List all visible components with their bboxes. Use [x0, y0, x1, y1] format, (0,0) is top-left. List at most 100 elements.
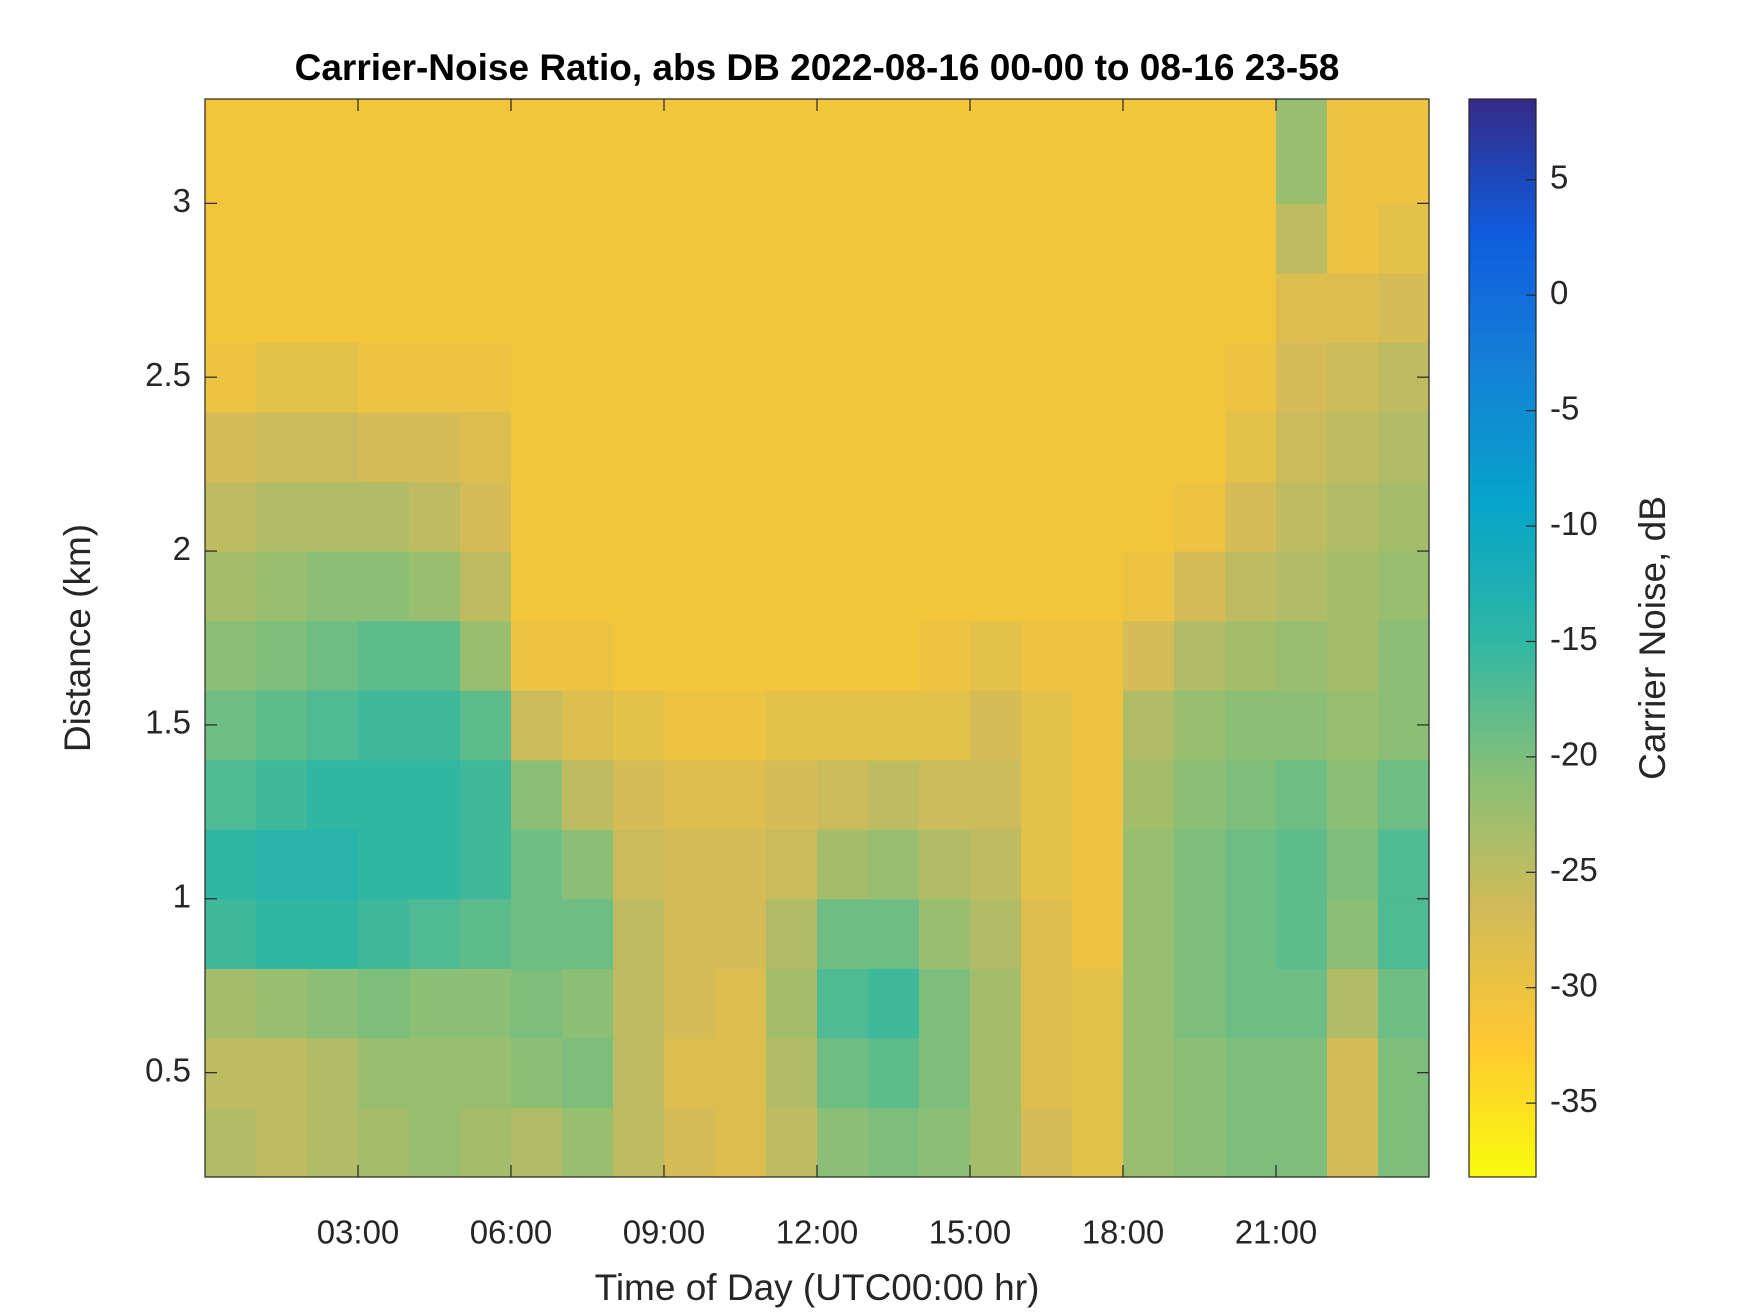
heatmap-cell — [664, 620, 716, 691]
heatmap-cell — [1378, 898, 1430, 969]
heatmap-cell — [205, 968, 257, 1039]
heatmap-cell — [868, 99, 920, 204]
heatmap-cell — [1174, 272, 1226, 344]
heatmap-cell — [919, 620, 971, 691]
heatmap-cell — [1021, 829, 1073, 900]
heatmap-cell — [715, 620, 767, 691]
heatmap-cell — [664, 898, 716, 969]
heatmap-cell — [358, 272, 410, 344]
heatmap-cell — [460, 759, 512, 830]
heatmap-cell — [1174, 481, 1226, 552]
heatmap-cell — [1276, 1107, 1328, 1178]
heatmap-cell — [1276, 829, 1328, 900]
heatmap-cell — [613, 99, 665, 204]
heatmap-cell — [817, 203, 869, 274]
heatmap-cell — [1225, 481, 1277, 552]
heatmap-cell — [1072, 203, 1124, 274]
heatmap-cell — [358, 690, 410, 761]
heatmap-cell — [868, 272, 920, 344]
heatmap-cell — [613, 620, 665, 691]
heatmap-cell — [358, 1037, 410, 1109]
heatmap-cell — [1378, 481, 1430, 552]
heatmap-cell — [1072, 481, 1124, 552]
heatmap-cell — [460, 551, 512, 622]
heatmap-cell — [256, 203, 308, 274]
heatmap-cell — [1225, 759, 1277, 830]
x-tick-label: 15:00 — [929, 1214, 1012, 1251]
heatmap-cell — [613, 1107, 665, 1178]
heatmap-cell — [868, 411, 920, 483]
colorbar-tick-label: 0 — [1550, 274, 1568, 311]
heatmap-cell — [205, 759, 257, 830]
heatmap-cell — [715, 1037, 767, 1109]
heatmap-cell — [919, 968, 971, 1039]
heatmap-cell — [256, 272, 308, 344]
heatmap-cell — [1072, 690, 1124, 761]
heatmap-cell — [1123, 759, 1175, 830]
heatmap-cell — [307, 272, 359, 344]
heatmap-cell — [256, 481, 308, 552]
heatmap-cell — [664, 690, 716, 761]
y-tick-label: 1 — [173, 878, 191, 915]
heatmap-cell — [970, 968, 1022, 1039]
heatmap-cell — [919, 1107, 971, 1178]
heatmap-cell — [256, 829, 308, 900]
heatmap-cell — [817, 968, 869, 1039]
heatmap-cell — [817, 690, 869, 761]
heatmap-cell — [562, 411, 614, 483]
heatmap-cell — [613, 968, 665, 1039]
heatmap-cell — [1072, 759, 1124, 830]
heatmap-cell — [715, 551, 767, 622]
heatmap-cell — [1072, 272, 1124, 344]
heatmap-cell — [1378, 829, 1430, 900]
heatmap-cell — [205, 898, 257, 969]
heatmap-cell — [1225, 551, 1277, 622]
heatmap-cell — [511, 759, 563, 830]
heatmap-cell — [766, 203, 818, 274]
heatmap-cell — [511, 690, 563, 761]
heatmap-cell — [1123, 898, 1175, 969]
heatmap-cell — [766, 690, 818, 761]
heatmap-cell — [1327, 411, 1379, 483]
heatmap-cell — [511, 411, 563, 483]
heatmap-cell — [1174, 829, 1226, 900]
heatmap-cell — [970, 620, 1022, 691]
heatmap-cell — [970, 690, 1022, 761]
heatmap-cell — [1327, 481, 1379, 552]
heatmap-cell — [868, 342, 920, 413]
heatmap-cell — [1327, 342, 1379, 413]
heatmap-cell — [970, 1037, 1022, 1109]
heatmap-cell — [511, 620, 563, 691]
heatmap-cell — [562, 481, 614, 552]
heatmap-cell — [307, 1037, 359, 1109]
heatmap-cell — [919, 1037, 971, 1109]
heatmap-cell — [868, 481, 920, 552]
y-tick-label: 0.5 — [145, 1051, 191, 1088]
heatmap-cell — [511, 968, 563, 1039]
heatmap-cell — [868, 1107, 920, 1178]
heatmap-cell — [358, 829, 410, 900]
heatmap-cell — [715, 898, 767, 969]
heatmap-cell — [715, 411, 767, 483]
heatmap-cell — [256, 99, 308, 204]
heatmap-cell — [766, 411, 818, 483]
chart-title: Carrier-Noise Ratio, abs DB 2022-08-16 0… — [295, 47, 1340, 88]
heatmap-cell — [562, 203, 614, 274]
heatmap-cell — [1378, 620, 1430, 691]
heatmap-cell — [664, 551, 716, 622]
heatmap-cell — [409, 1107, 461, 1178]
heatmap-cell — [1123, 411, 1175, 483]
heatmap-cell — [205, 551, 257, 622]
heatmap-cell — [664, 342, 716, 413]
heatmap-cell — [715, 759, 767, 830]
heatmap-cell — [817, 481, 869, 552]
heatmap-cell — [511, 272, 563, 344]
heatmap-cell — [613, 342, 665, 413]
heatmap-cell — [409, 968, 461, 1039]
heatmap-cell — [511, 829, 563, 900]
y-tick-label: 2 — [173, 530, 191, 567]
heatmap-cell — [1174, 1037, 1226, 1109]
heatmap-cell — [1276, 203, 1328, 274]
colorbar-tick-label: -25 — [1550, 851, 1598, 888]
heatmap-cell — [1174, 1107, 1226, 1178]
